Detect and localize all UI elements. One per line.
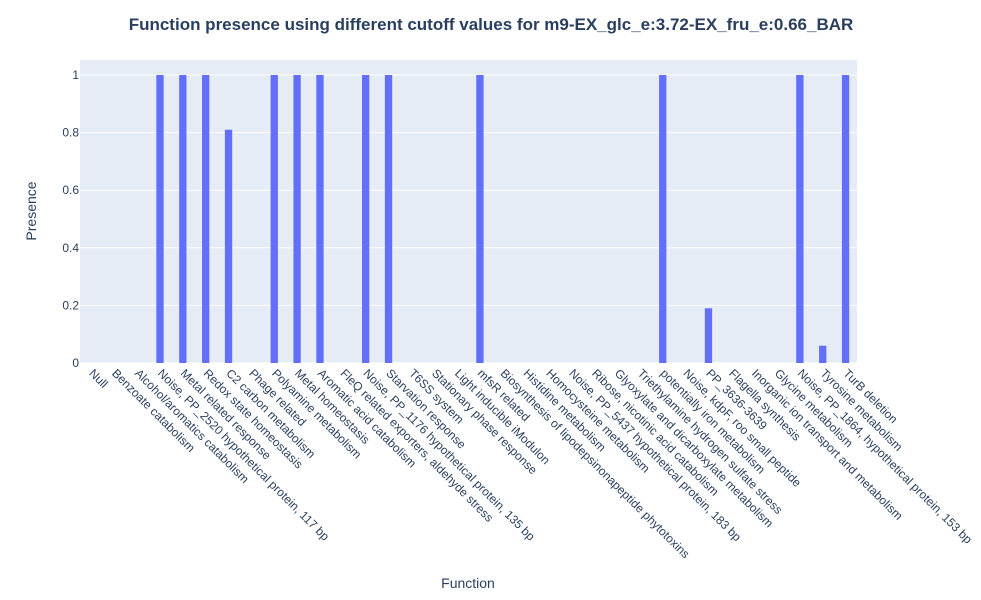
x-axis-label: Function [441, 575, 495, 591]
bar[interactable] [202, 75, 210, 363]
y-tick-label: 0.8 [62, 126, 79, 140]
plot-background [80, 60, 857, 363]
y-tick-label: 0.2 [62, 298, 79, 312]
bar[interactable] [224, 129, 233, 363]
y-tick-label: 1 [72, 68, 79, 82]
bar[interactable] [293, 75, 301, 363]
y-tick-label: 0.4 [62, 241, 79, 255]
bar[interactable] [179, 75, 187, 363]
gridlines [80, 74, 857, 364]
bar[interactable] [316, 75, 324, 363]
bar[interactable] [270, 75, 278, 363]
y-axis-label: Presence [23, 181, 39, 240]
bar[interactable] [362, 75, 370, 363]
y-tick-label: 0.6 [62, 183, 79, 197]
y-tick-labels: 0 0.2 0.4 0.6 0.8 1 [62, 68, 79, 370]
bar[interactable] [819, 345, 827, 363]
bar[interactable] [384, 75, 393, 363]
y-tick-label: 0 [72, 356, 79, 370]
bar[interactable] [156, 75, 164, 363]
bar[interactable] [796, 75, 804, 363]
bars [156, 75, 850, 363]
bar[interactable] [659, 75, 667, 363]
bar[interactable] [476, 75, 484, 363]
x-tick-label: Null [86, 366, 111, 391]
bar[interactable] [841, 75, 850, 363]
bar[interactable] [704, 308, 713, 363]
x-tick-label: Noise, PP_1864, hypothetical protein, 15… [795, 366, 975, 546]
chart-title: Function presence using different cutoff… [129, 15, 854, 34]
